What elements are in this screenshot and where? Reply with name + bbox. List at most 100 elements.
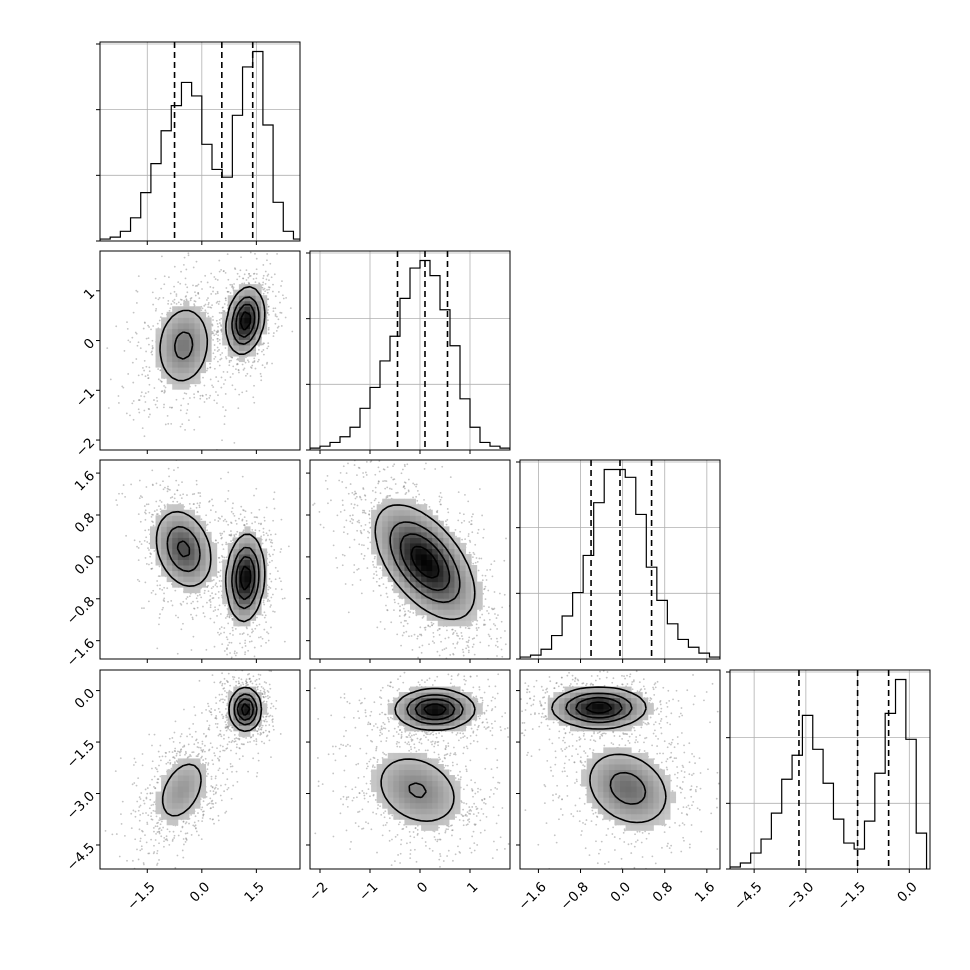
scatter-point: [153, 851, 156, 853]
scatter-point: [162, 406, 165, 409]
scatter-point: [219, 358, 222, 361]
scatter-point: [217, 520, 220, 522]
scatter-point: [219, 680, 222, 683]
scatter-point: [231, 507, 234, 510]
scatter-point: [198, 504, 201, 507]
density-cell: [177, 372, 184, 379]
scatter-point: [222, 749, 225, 752]
density-cell: [188, 328, 195, 335]
scatter-point: [146, 541, 149, 543]
scatter-point: [225, 695, 228, 698]
density-cell: [227, 295, 234, 302]
scatter-point: [255, 487, 258, 490]
scatter-point: [195, 506, 198, 509]
scatter-point: [257, 752, 260, 755]
scatter-point: [270, 276, 273, 279]
scatter-point: [118, 402, 120, 404]
scatter-point: [209, 790, 212, 792]
scatter-point: [188, 397, 191, 399]
scatter-point: [228, 641, 231, 644]
scatter-point: [262, 353, 265, 356]
scatter-point: [197, 492, 200, 494]
scatter-point: [210, 785, 213, 787]
scatter-point: [203, 750, 206, 753]
scatter-point: [262, 667, 264, 669]
scatter-point: [220, 312, 223, 314]
scatter-point: [204, 303, 207, 306]
scatter-point: [144, 509, 147, 512]
density-cell: [172, 383, 179, 390]
density-cell: [244, 719, 251, 726]
scatter-point: [487, 633, 490, 636]
scatter-point: [143, 409, 146, 412]
scatter-point: [164, 505, 166, 508]
scatter-point: [210, 708, 213, 710]
scatter-point: [211, 579, 214, 582]
density-cell: [183, 587, 190, 594]
scatter-point: [265, 641, 267, 644]
density-cell: [200, 775, 207, 782]
density-cell: [200, 328, 207, 335]
scatter-point: [159, 817, 161, 819]
scatter-point: [201, 307, 204, 310]
density-cell: [244, 725, 251, 732]
scatter-point: [193, 706, 196, 708]
scatter-point: [241, 755, 244, 758]
scatter-point: [182, 838, 185, 840]
scatter-point: [241, 282, 244, 285]
scatter-point: [157, 368, 160, 370]
scatter-point: [266, 595, 269, 597]
density-cell: [255, 548, 262, 555]
density-cell: [166, 791, 173, 798]
scatter-point: [205, 397, 208, 400]
scatter-point: [189, 507, 192, 510]
scatter-point: [253, 401, 256, 404]
scatter-point: [160, 380, 163, 383]
scatter-point: [185, 821, 188, 824]
scatter-point: [260, 728, 263, 731]
scatter-point: [258, 282, 260, 285]
scatter-point: [263, 519, 266, 522]
histogram-panel-0: [96, 41, 301, 245]
density-cell: [188, 542, 195, 549]
density-cell: [161, 328, 168, 335]
density-cell: [188, 791, 195, 798]
scatter-point: [214, 754, 216, 757]
scatter-point: [268, 279, 270, 282]
density-cell: [188, 559, 195, 566]
scatter-point: [163, 389, 166, 392]
scatter-point: [157, 750, 160, 753]
scatter-point: [187, 252, 190, 255]
scatter-point: [186, 602, 188, 605]
scatter-point: [236, 272, 239, 275]
scatter-point: [226, 778, 229, 781]
scatter-point: [137, 374, 140, 377]
density-cell: [177, 531, 184, 538]
scatter-point: [149, 784, 151, 786]
scatter-point: [132, 809, 135, 812]
scatter-point: [126, 321, 128, 324]
scatter-point: [223, 790, 226, 793]
scatter-point: [159, 823, 162, 826]
scatter-point: [270, 756, 272, 759]
scatter-point: [168, 276, 170, 279]
density-cell: [194, 317, 201, 324]
scatter-point: [138, 828, 141, 831]
scatter-point: [150, 553, 152, 555]
scatter-point: [233, 535, 236, 538]
scatter-point: [116, 504, 119, 506]
density-cell: [250, 350, 257, 357]
scatter-point: [197, 812, 199, 814]
panel-frame: [309, 250, 511, 451]
density-cell: [238, 598, 245, 605]
scatter-point: [173, 834, 176, 837]
scatter-point: [267, 319, 269, 322]
scatter-point: [140, 829, 143, 832]
density-cell: [172, 581, 179, 588]
scatter-point: [246, 359, 249, 362]
scatter-point: [131, 859, 134, 862]
density-cell: [177, 504, 184, 511]
scatter-point: [274, 578, 277, 581]
scatter-point: [144, 788, 147, 791]
scatter-point: [258, 683, 261, 686]
